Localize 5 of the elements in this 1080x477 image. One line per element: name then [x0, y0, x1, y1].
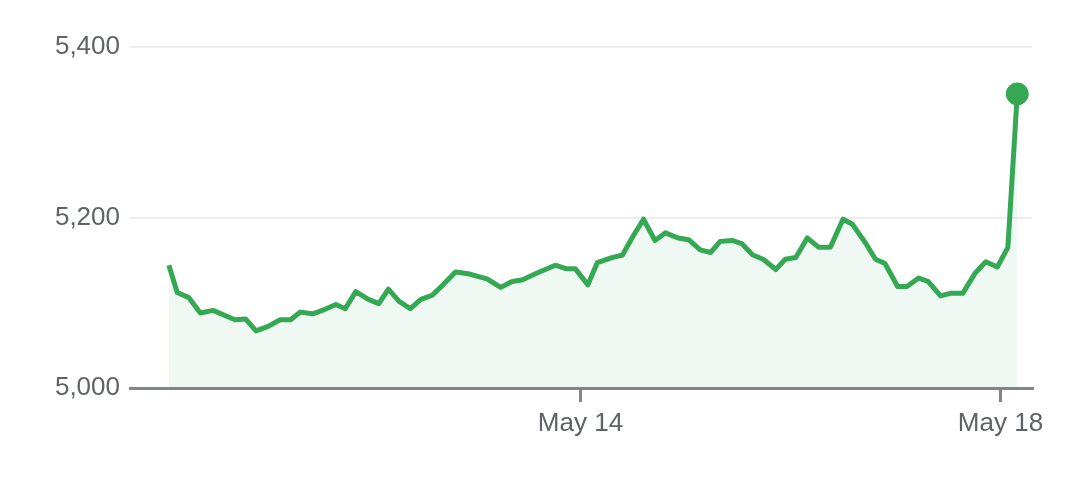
x-tick-label: May 14 [537, 406, 624, 437]
x-tick-label: May 18 [957, 406, 1044, 437]
y-tick-label: 5,200 [54, 200, 120, 231]
y-tick-label: 5,000 [54, 371, 120, 402]
y-tick-label: 5,400 [54, 30, 120, 61]
